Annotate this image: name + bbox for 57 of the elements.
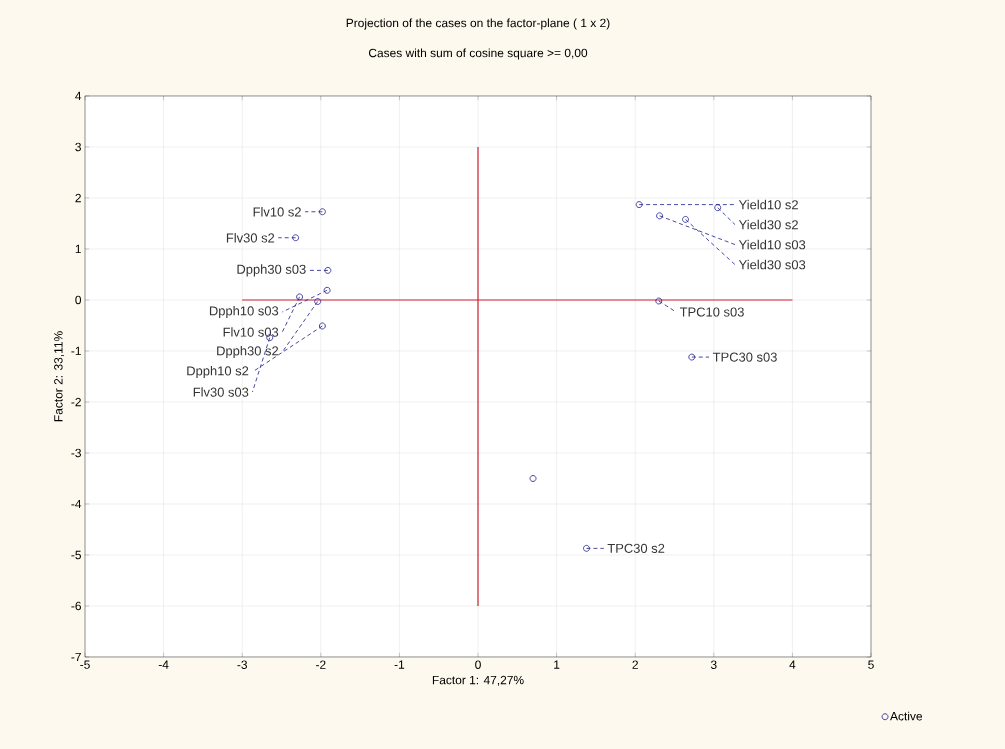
point — [682, 216, 689, 223]
y-axis-title: Factor 2: 33,11% — [54, 331, 65, 422]
x-tick-label: 5 — [868, 660, 874, 669]
point — [714, 204, 722, 212]
annotation: TPC10 s03 — [679, 307, 744, 317]
point — [635, 201, 643, 208]
annotation: Flv10 s03 — [223, 327, 279, 337]
annotation: Flv30 s2 — [226, 233, 275, 243]
annotation: Yield10 s03 — [738, 239, 806, 250]
point — [292, 234, 300, 242]
point — [323, 286, 331, 294]
point — [318, 208, 326, 216]
x-axis-title: Factor 1: 47,27% — [432, 675, 524, 686]
y-tick-label: -5 — [71, 550, 81, 560]
annotation: Dpph30 s03 — [237, 264, 306, 277]
point — [529, 475, 537, 482]
legend-label: Active — [890, 711, 923, 721]
annotation: TPC30 s03 — [712, 352, 777, 362]
annotation: Yield30 s2 — [738, 219, 798, 230]
y-tick-label: -7 — [71, 652, 81, 662]
y-tick-label: -4 — [71, 499, 82, 509]
y-tick-label: 2 — [75, 193, 81, 203]
point — [688, 353, 696, 361]
annotation: Dpph10 s03 — [209, 305, 279, 319]
y-tick-label: -3 — [71, 448, 81, 458]
point — [324, 267, 332, 274]
point — [655, 297, 663, 305]
annotation: Dpph30 s2 — [217, 345, 279, 359]
x-tick-label: 3 — [710, 660, 717, 669]
x-tick-label: 0 — [475, 660, 481, 669]
x-tick-label: 4 — [789, 660, 796, 669]
y-tick-label: -2 — [71, 397, 81, 407]
annotation: Dpph10 s2 — [187, 365, 249, 379]
chart-subtitle: Cases with sum of cosine square >= 0,00 — [368, 48, 588, 60]
x-tick-label: -1 — [394, 660, 405, 669]
x-tick-label: -4 — [158, 660, 169, 669]
y-tick-label: 4 — [75, 91, 82, 101]
annotation: Flv10 s2 — [253, 206, 301, 217]
y-tick-label: -1 — [71, 346, 81, 356]
point — [318, 322, 326, 330]
point — [583, 544, 590, 552]
y-tick-label: -6 — [71, 601, 81, 611]
annotation: Flv30 s03 — [193, 387, 249, 397]
annotation: Yield30 s03 — [738, 259, 806, 270]
x-tick-label: -3 — [237, 660, 247, 669]
x-tick-label: 1 — [554, 660, 560, 669]
y-tick-label: 0 — [75, 295, 82, 305]
x-tick-label: 2 — [632, 660, 638, 669]
point — [296, 293, 303, 301]
y-tick-label: 3 — [75, 142, 81, 152]
annotation: TPC30 s2 — [607, 543, 665, 553]
point — [656, 212, 663, 220]
annotation: Yield10 s2 — [738, 199, 798, 210]
y-tick-label: 1 — [75, 244, 81, 254]
chart-title: Projection of the cases on the factor-plane ( 1 x 2) — [346, 18, 610, 30]
x-tick-label: -2 — [316, 660, 326, 669]
point — [314, 298, 322, 305]
